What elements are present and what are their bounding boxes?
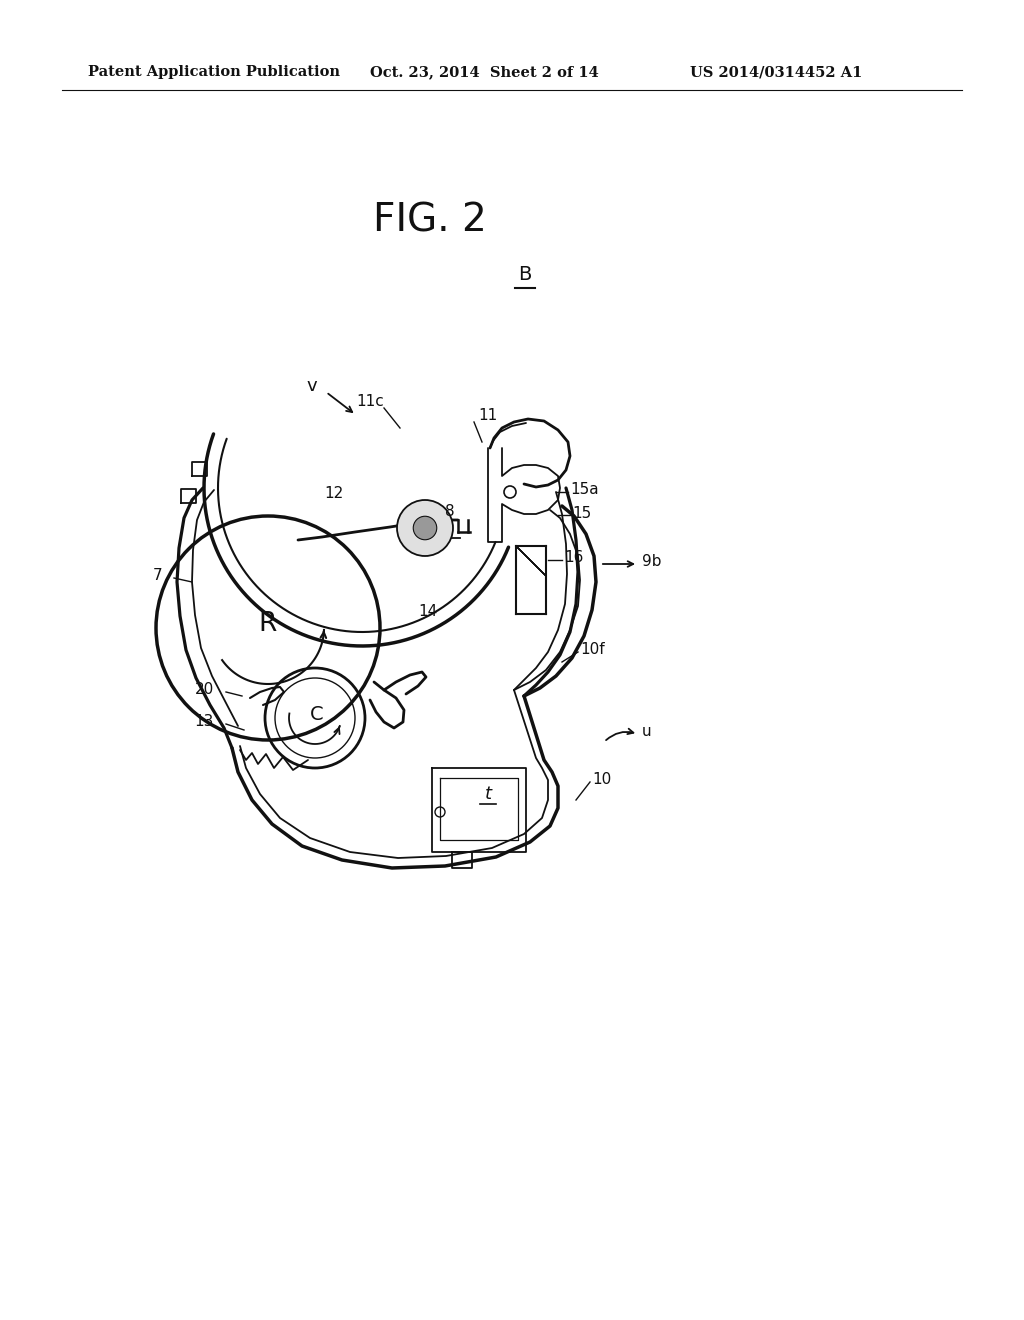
- Text: 20: 20: [195, 682, 214, 697]
- Circle shape: [397, 500, 453, 556]
- Text: 11: 11: [478, 408, 498, 422]
- Text: 12: 12: [325, 487, 344, 502]
- Text: 11c: 11c: [356, 395, 384, 409]
- Text: R: R: [259, 611, 278, 638]
- Text: 15a: 15a: [570, 483, 599, 498]
- Text: 14: 14: [418, 605, 437, 619]
- Circle shape: [414, 516, 437, 540]
- Text: v: v: [306, 378, 317, 395]
- Text: 8: 8: [445, 504, 455, 520]
- Text: 13: 13: [195, 714, 214, 730]
- Text: Oct. 23, 2014  Sheet 2 of 14: Oct. 23, 2014 Sheet 2 of 14: [370, 65, 599, 79]
- Text: B: B: [518, 265, 531, 285]
- Text: 9b: 9b: [642, 554, 662, 569]
- Text: C: C: [310, 705, 324, 725]
- Text: 16: 16: [564, 550, 584, 565]
- Text: Patent Application Publication: Patent Application Publication: [88, 65, 340, 79]
- Text: US 2014/0314452 A1: US 2014/0314452 A1: [690, 65, 862, 79]
- Text: FIG. 2: FIG. 2: [373, 201, 486, 239]
- Text: 7: 7: [153, 569, 162, 583]
- Text: 15: 15: [572, 506, 591, 520]
- Text: 10f: 10f: [580, 643, 604, 657]
- Text: t: t: [484, 785, 492, 803]
- Text: 10: 10: [592, 772, 611, 788]
- Text: u: u: [642, 725, 651, 739]
